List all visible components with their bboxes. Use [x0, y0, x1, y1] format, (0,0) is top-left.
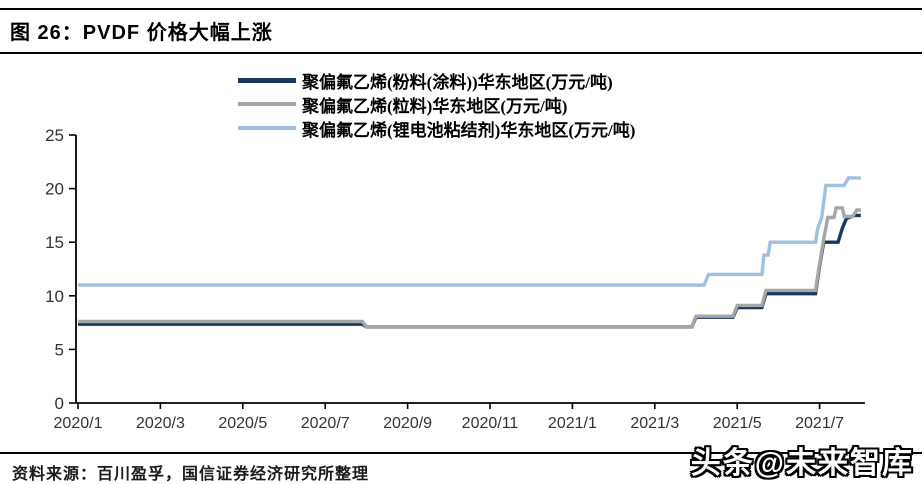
legend-line-swatch	[238, 77, 296, 83]
price-line-chart: 0 5 10 15 20 25 2020/1 2020/3 2020/5 2020/7 2020/9…	[45, 126, 865, 432]
legend-label: 聚偏氟乙烯(粒料)华东地区(万元/吨)	[302, 96, 568, 116]
svg-text:2020/3: 2020/3	[136, 415, 185, 432]
chart-tick-labels: 0 5 10 15 20 25 2020/1 2020/3 2020/5 2020/7 2020/9…	[45, 126, 844, 432]
svg-text:0: 0	[55, 394, 64, 413]
legend-line-swatch	[238, 126, 296, 130]
legend-item-pellet: 聚偏氟乙烯(粒料)华东地区(万元/吨)	[238, 92, 635, 116]
top-divider	[0, 8, 922, 10]
svg-text:25: 25	[45, 126, 64, 145]
svg-text:10: 10	[45, 287, 64, 306]
svg-text:2021/3: 2021/3	[630, 415, 679, 432]
figure-title: 图 26：PVDF 价格大幅上涨	[10, 22, 273, 44]
legend-item-battery-binder: 聚偏氟乙烯(锂电池粘结剂)华东地区(万元/吨)	[238, 116, 635, 140]
legend-label: 聚偏氟乙烯(粉料(涂料))华东地区(万元/吨)	[302, 72, 613, 92]
watermark: 头条@未来智库	[690, 447, 914, 480]
chart-series	[78, 176, 861, 329]
svg-text:5: 5	[55, 340, 64, 359]
svg-text:15: 15	[45, 233, 64, 252]
source-note: 资料来源：百川盈孚，国信证券经济研究所整理	[12, 466, 370, 483]
title-divider	[0, 52, 922, 54]
svg-text:2020/9: 2020/9	[383, 415, 432, 432]
chart-axes	[69, 134, 865, 409]
legend-line-swatch	[238, 102, 296, 106]
svg-text:2020/5: 2020/5	[218, 415, 267, 432]
svg-text:20: 20	[45, 180, 64, 199]
svg-text:2020/11: 2020/11	[462, 415, 519, 432]
chart-legend: 聚偏氟乙烯(粉料(涂料))华东地区(万元/吨) 聚偏氟乙烯(粒料)华东地区(万元…	[238, 68, 635, 140]
svg-text:2021/1: 2021/1	[548, 415, 597, 432]
svg-text:2020/1: 2020/1	[54, 415, 103, 432]
svg-text:2021/5: 2021/5	[713, 415, 762, 432]
svg-text:2021/7: 2021/7	[795, 415, 844, 432]
legend-label: 聚偏氟乙烯(锂电池粘结剂)华东地区(万元/吨)	[302, 120, 636, 140]
legend-item-powder-coating: 聚偏氟乙烯(粉料(涂料))华东地区(万元/吨)	[238, 68, 635, 92]
svg-text:2020/7: 2020/7	[301, 415, 350, 432]
footer-divider	[0, 452, 922, 454]
